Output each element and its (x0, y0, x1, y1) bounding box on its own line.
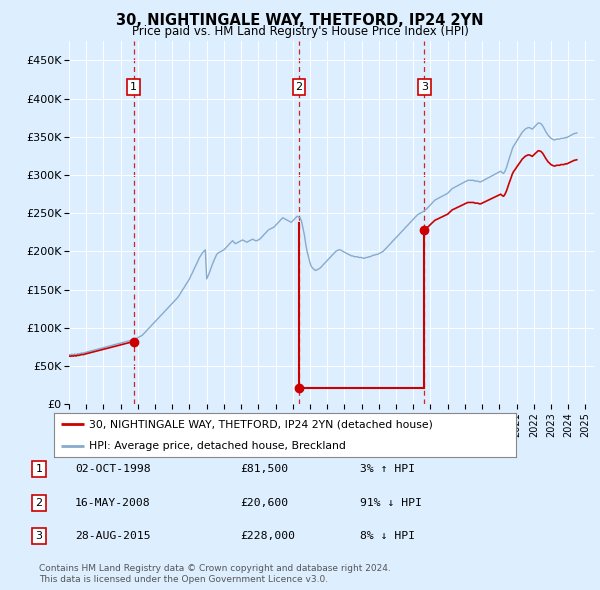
Text: 3: 3 (421, 82, 428, 92)
Text: Price paid vs. HM Land Registry's House Price Index (HPI): Price paid vs. HM Land Registry's House … (131, 25, 469, 38)
Text: £20,600: £20,600 (240, 498, 288, 507)
Text: 1: 1 (35, 464, 43, 474)
Text: 1: 1 (130, 82, 137, 92)
Text: This data is licensed under the Open Government Licence v3.0.: This data is licensed under the Open Gov… (39, 575, 328, 584)
Text: 30, NIGHTINGALE WAY, THETFORD, IP24 2YN (detached house): 30, NIGHTINGALE WAY, THETFORD, IP24 2YN … (89, 419, 433, 429)
Text: 91% ↓ HPI: 91% ↓ HPI (360, 498, 422, 507)
Text: 30, NIGHTINGALE WAY, THETFORD, IP24 2YN: 30, NIGHTINGALE WAY, THETFORD, IP24 2YN (116, 13, 484, 28)
Text: £228,000: £228,000 (240, 532, 295, 541)
Text: 2: 2 (35, 498, 43, 507)
Text: 3% ↑ HPI: 3% ↑ HPI (360, 464, 415, 474)
Text: 2: 2 (296, 82, 303, 92)
Text: Contains HM Land Registry data © Crown copyright and database right 2024.: Contains HM Land Registry data © Crown c… (39, 565, 391, 573)
Text: 16-MAY-2008: 16-MAY-2008 (75, 498, 151, 507)
Text: 28-AUG-2015: 28-AUG-2015 (75, 532, 151, 541)
Text: 3: 3 (35, 532, 43, 541)
Text: HPI: Average price, detached house, Breckland: HPI: Average price, detached house, Brec… (89, 441, 346, 451)
Text: £81,500: £81,500 (240, 464, 288, 474)
Text: 02-OCT-1998: 02-OCT-1998 (75, 464, 151, 474)
Text: 8% ↓ HPI: 8% ↓ HPI (360, 532, 415, 541)
